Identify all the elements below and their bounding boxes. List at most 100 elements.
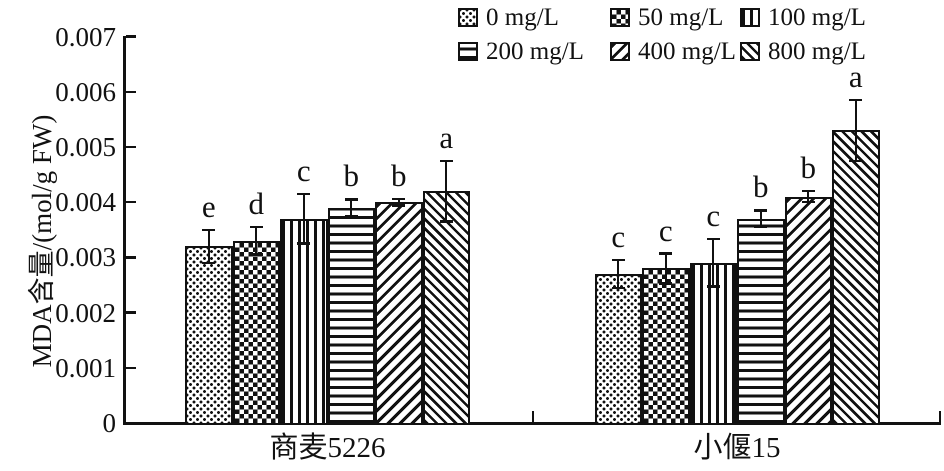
significance-letter: a — [848, 59, 863, 95]
x-axis-line — [123, 422, 941, 425]
y-tick-label: 0.001 — [55, 352, 116, 383]
bar — [232, 240, 280, 426]
error-bar-cap-top — [801, 189, 815, 193]
error-bar-cap-bottom — [297, 242, 311, 245]
error-bar-cap-top — [849, 98, 863, 102]
y-tick-label: 0.003 — [55, 242, 116, 273]
error-bar-cap-top — [659, 252, 673, 255]
error-bar-line — [807, 191, 810, 203]
error-bar-line — [712, 239, 715, 287]
significance-letter: b — [343, 158, 360, 194]
error-bar-cap-bottom — [801, 201, 815, 204]
error-bar-line — [664, 253, 667, 284]
y-tick-mark — [125, 311, 136, 314]
error-bar-cap-bottom — [202, 261, 216, 265]
y-axis-line — [123, 36, 126, 425]
bar — [280, 218, 328, 426]
legend-swatch-diagonal-up-icon — [610, 42, 630, 61]
error-bar-cap-bottom — [754, 225, 768, 229]
error-bar-line — [350, 199, 353, 216]
error-bar-cap-top — [611, 258, 625, 262]
error-bar-cap-top — [706, 237, 720, 241]
significance-letter: a — [439, 119, 454, 155]
category-label-shangmai5226: 商麦5226 — [269, 432, 386, 464]
legend-label: 800 mg/L — [768, 38, 866, 65]
y-tick-mark — [125, 90, 136, 94]
significance-letter: c — [706, 198, 721, 234]
significance-letter: b — [391, 157, 407, 193]
error-bar-cap-top — [202, 228, 216, 231]
bar — [784, 196, 832, 426]
error-bar-line — [397, 198, 400, 206]
error-bar-line — [302, 193, 305, 244]
significance-letter: b — [753, 169, 769, 205]
legend-item-50mg: 50 mg/L — [610, 3, 740, 32]
significance-letter: c — [658, 212, 673, 248]
y-tick-label: 0.005 — [55, 132, 116, 162]
bar — [327, 207, 375, 426]
error-bar-cap-bottom — [659, 282, 673, 285]
error-bar-line — [854, 100, 857, 161]
legend-item-200mg: 200 mg/L — [458, 37, 610, 66]
bar — [375, 202, 423, 426]
error-bar-line — [759, 210, 762, 228]
y-tick-mark — [125, 200, 136, 204]
error-bar-cap-top — [297, 192, 311, 196]
legend-item-100mg: 100 mg/L — [740, 3, 935, 32]
legend-label: 200 mg/L — [486, 38, 584, 65]
y-tick-label: 0.004 — [55, 187, 116, 218]
error-bar-cap-bottom — [439, 220, 453, 223]
x-tick-mark — [938, 410, 941, 423]
error-bar-cap-bottom — [849, 159, 863, 162]
legend-swatch-vertical-stripes-icon — [740, 8, 760, 27]
error-bar-cap-bottom — [706, 285, 720, 288]
y-tick-label: 0 — [102, 408, 117, 438]
legend: 0 mg/L 50 mg/L 100 mg/L 200 mg/L 400 mg/… — [458, 3, 935, 66]
y-tick-label: 0.007 — [55, 21, 116, 52]
bar — [832, 130, 880, 426]
legend-label: 0 mg/L — [486, 4, 559, 31]
error-bar-cap-top — [439, 159, 453, 162]
y-tick-mark — [125, 256, 136, 259]
bar — [594, 273, 642, 426]
x-tick-mark — [531, 410, 534, 423]
legend-swatch-diagonal-down-icon — [740, 42, 760, 61]
error-bar-cap-bottom — [344, 214, 358, 218]
error-bar-cap-bottom — [392, 204, 406, 207]
legend-item-400mg: 400 mg/L — [610, 37, 740, 66]
error-bar-cap-bottom — [611, 286, 625, 289]
bar — [737, 218, 785, 426]
legend-label: 50 mg/L — [638, 4, 724, 31]
error-bar-line — [255, 227, 258, 255]
error-bar-cap-top — [754, 209, 768, 212]
error-bar-line — [207, 229, 210, 263]
significance-letter: d — [248, 186, 265, 222]
y-tick-mark — [125, 366, 136, 370]
error-bar-line — [445, 160, 448, 222]
error-bar-cap-bottom — [249, 253, 263, 256]
legend-swatch-horizontal-stripes-icon — [458, 42, 478, 61]
legend-swatch-dot-lattice-icon — [458, 8, 478, 27]
legend-item-800mg: 800 mg/L — [740, 37, 935, 66]
legend-label: 400 mg/L — [638, 38, 736, 65]
bar — [422, 191, 470, 426]
significance-letter: e — [201, 188, 216, 224]
error-bar-cap-top — [249, 225, 263, 229]
legend-swatch-checkerboard-icon — [610, 8, 630, 27]
significance-letter: c — [296, 152, 311, 188]
legend-item-0mg: 0 mg/L — [458, 3, 610, 32]
bar — [642, 268, 690, 426]
error-bar-cap-top — [344, 198, 358, 201]
error-bar-line — [617, 260, 620, 288]
y-tick-mark — [125, 145, 136, 149]
y-tick-label: 0.002 — [55, 297, 116, 328]
bar — [689, 262, 737, 426]
significance-letter: b — [800, 150, 817, 186]
category-label-xiaoyan15: 小偃15 — [693, 432, 781, 464]
y-tick-label: 0.006 — [55, 76, 116, 107]
y-tick-mark — [125, 35, 136, 38]
legend-label: 100 mg/L — [768, 4, 866, 31]
